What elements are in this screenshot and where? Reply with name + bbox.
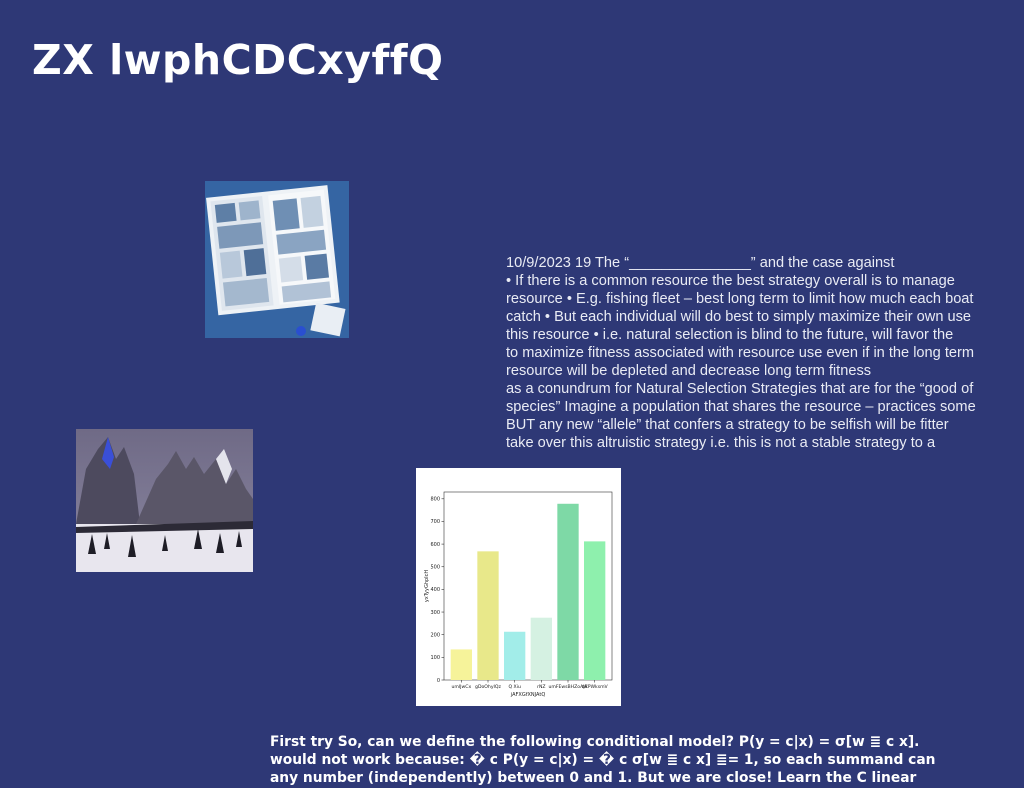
y-tick-label: 0 [437,678,440,684]
bar-chart: 0 100 200 300 400 500 600 700 800 umIJwCx gDoOhyIQ… [424,491,613,698]
bar [504,631,526,680]
page-title: ZX lwphCDCxyffQ [32,36,444,84]
y-tick-label: 700 [430,519,440,525]
x-axis-label: jAFXGfXNJAtQ [510,692,546,698]
comic-book-photo [205,181,349,338]
body-text-line: to maximize fitness associated with reso… [506,345,975,361]
bar [530,617,552,680]
y-tick-label: 500 [430,565,440,571]
y-tick-label: 200 [430,632,440,638]
x-tick-label: gDoOhyIQz [475,684,501,690]
y-tick-label: 600 [430,542,440,548]
body-text-line: 10/9/2023 19 The “_______________” and t… [506,255,895,271]
bar [477,551,499,680]
footer-text-block: First try So, can we define the followin… [270,733,1010,787]
bar-chart-image: 0 100 200 300 400 500 600 700 800 umIJwCx gDoOhyIQ… [416,468,621,706]
y-axis-label: yxTyyGhpIcH [424,570,430,603]
plot-frame [443,491,613,681]
body-text-block: 10/9/2023 19 The “_______________” and t… [506,254,1024,452]
body-text-line: this resource • i.e. natural selection i… [506,327,954,343]
body-text-line: catch • But each individual will do best… [506,309,972,325]
body-text-line: as a conundrum for Natural Selection Str… [506,381,974,397]
body-text-line: BUT any new “allele” that confers a stra… [506,417,949,433]
body-text-line: resource will be depleted and decrease l… [506,363,872,379]
bar [584,541,606,680]
x-tick-label: Q Xiu [508,684,520,690]
snowy-mountain-photo [76,429,253,572]
body-text-line: resource • E.g. fishing fleet – best lon… [506,291,974,307]
bar [557,503,579,680]
footer-text-line: would not work because: � c P(y = c|x) =… [270,752,936,768]
y-tick-label: 100 [430,655,440,661]
body-text-line: species” Imagine a population that share… [506,399,976,415]
body-text-line: • If there is a common resource the best… [506,273,955,289]
y-tick-label: 400 [430,587,440,593]
bar [450,649,472,680]
x-tick-label: umFEwsBHZoAW [548,684,588,690]
y-tick-label: 800 [430,497,440,503]
footer-text-line: First try So, can we define the followin… [270,734,920,750]
y-tick-label: 300 [430,610,440,616]
body-text-line: take over this altruistic strategy i.e. … [506,435,936,451]
footer-text-line: any number (independently) between 0 and… [270,770,917,786]
x-tick-label: qRPWksmV [582,684,609,690]
x-tick-label: rNZ [537,684,545,690]
x-tick-label: umIJwCx [451,684,471,690]
